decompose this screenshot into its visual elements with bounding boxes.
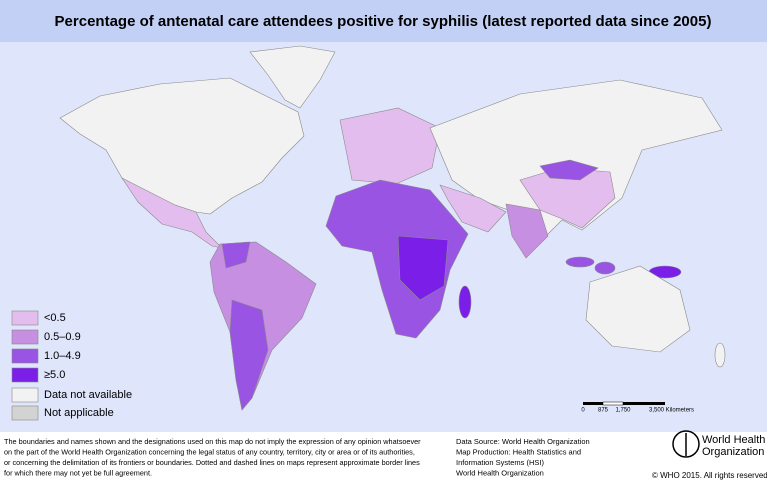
legend-swatch <box>11 348 39 364</box>
land-masses <box>59 45 726 411</box>
scale-seg <box>583 402 603 405</box>
disclaimer-line: on the part of the World Health Organiza… <box>4 447 415 456</box>
disclaimer-line: The boundaries and names shown and the d… <box>4 437 421 446</box>
source-line: Map Production: Health Statistics and <box>456 447 581 456</box>
disclaimer-line: or concerning the delimitation of its fr… <box>4 458 420 467</box>
andes-north <box>221 241 251 269</box>
sumatra <box>565 256 595 268</box>
logo-line: World Health <box>702 434 765 446</box>
scale-seg <box>623 402 665 405</box>
legend-label: Data not available <box>44 389 132 401</box>
scale-seg <box>602 401 624 406</box>
scale-label: 3,500 Kilometers <box>649 408 694 414</box>
legend-label: 1.0–4.9 <box>44 350 81 362</box>
scale-bar <box>583 401 665 406</box>
borneo <box>594 261 616 275</box>
scale-label: 875 <box>598 408 609 414</box>
source-line: Data Source: World Health Organization <box>456 437 590 446</box>
scale-label: 1,750 <box>615 408 631 414</box>
disclaimer: The boundaries and names shown and the d… <box>4 437 421 478</box>
legend-label: 0.5–0.9 <box>44 331 81 343</box>
southern-cone <box>229 299 269 411</box>
africa <box>325 179 469 339</box>
copyright: © WHO 2015. All rights reserved. <box>652 471 767 480</box>
who-logo <box>672 430 700 458</box>
legend-swatch <box>11 367 39 383</box>
title-band <box>0 0 767 42</box>
legend-swatch <box>11 405 39 421</box>
scale-label: 0 <box>581 408 585 414</box>
legend-swatch <box>11 387 39 403</box>
greenland <box>249 45 336 109</box>
disclaimer-line: for which there may not yet be full agre… <box>4 468 152 477</box>
legend-label: Not applicable <box>44 407 114 419</box>
legend-swatch <box>11 329 39 345</box>
south-asia <box>505 203 549 259</box>
legend: <0.5 0.5–0.9 1.0–4.9 ≥5.0 Data not available… <box>11 310 132 421</box>
mongolia <box>539 159 599 181</box>
legend-label: <0.5 <box>44 312 66 324</box>
north-america <box>59 77 305 215</box>
map-title: Percentage of antenatal care attendees p… <box>55 13 712 30</box>
legend-label: ≥5.0 <box>44 369 65 381</box>
source-line: World Health Organization <box>456 468 544 477</box>
madagascar <box>458 285 472 319</box>
central-africa <box>397 235 449 301</box>
central-america <box>121 177 223 249</box>
middle-east <box>439 184 507 233</box>
australia <box>585 265 691 353</box>
logo-line: Organization <box>702 446 764 458</box>
source: Data Source: World Health OrganizationMa… <box>456 437 590 478</box>
legend-swatch <box>11 310 39 326</box>
europe <box>339 107 441 185</box>
new-zealand <box>714 342 726 368</box>
source-line: Information Systems (HSI) <box>456 458 544 467</box>
scale-labels: 0 875 1,750 3,500 Kilometers <box>581 408 694 414</box>
